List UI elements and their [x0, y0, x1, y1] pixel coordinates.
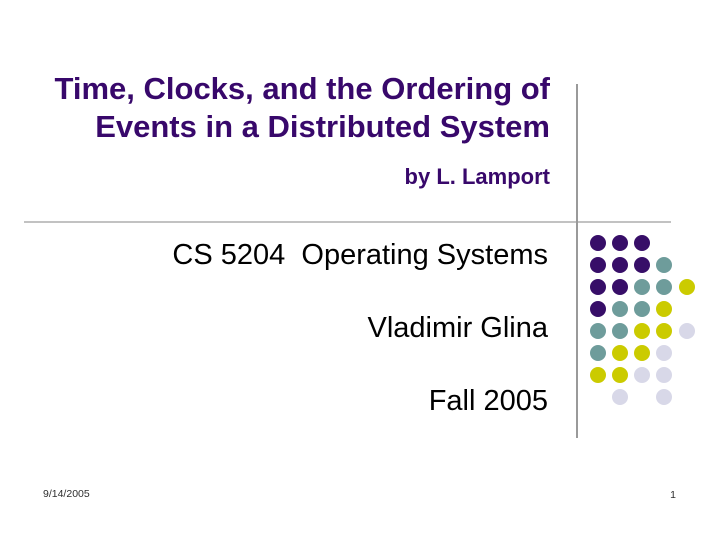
decorative-dot [612, 279, 628, 295]
decorative-dot [612, 367, 628, 383]
body-line-author: Vladimir Glina [367, 312, 549, 344]
decorative-dot [656, 389, 672, 405]
decorative-dot [656, 323, 672, 339]
decorative-dot [612, 345, 628, 361]
decorative-dot [612, 257, 628, 273]
decorative-dot [656, 345, 672, 361]
slide-number: 1 [670, 489, 676, 501]
decorative-dot [634, 301, 650, 317]
decorative-dot [590, 257, 606, 273]
decorative-dot [634, 235, 650, 251]
decorative-dot [590, 345, 606, 361]
decorative-dot [612, 301, 628, 317]
decorative-dot [679, 279, 695, 295]
decorative-dot [590, 301, 606, 317]
body-line-semester: Fall 2005 [428, 385, 548, 417]
decorative-dot [590, 235, 606, 251]
decorative-dot [634, 257, 650, 273]
decorative-dot [634, 279, 650, 295]
decorative-dot [634, 345, 650, 361]
decorative-dot [656, 301, 672, 317]
footer-date: 9/14/2005 [43, 488, 90, 500]
title-line-2: Events in a Distributed System [95, 109, 550, 144]
decorative-dot [612, 235, 628, 251]
slide-title: Time, Clocks, and the Ordering of Events… [20, 70, 550, 146]
body-line-course: CS 5204 Operating Systems [172, 239, 548, 271]
decorative-dot [679, 323, 695, 339]
decorative-dot [656, 279, 672, 295]
title-line-1: Time, Clocks, and the Ordering of [54, 71, 550, 106]
horizontal-divider [24, 221, 671, 223]
decorative-dot [634, 367, 650, 383]
decorative-dot [590, 367, 606, 383]
decorative-dot [656, 367, 672, 383]
decorative-dot [634, 323, 650, 339]
decorative-dot [590, 279, 606, 295]
decorative-dot [590, 323, 606, 339]
vertical-divider [576, 84, 578, 438]
decorative-dot [612, 389, 628, 405]
decorative-dot [612, 323, 628, 339]
title-byline: by L. Lamport [404, 164, 550, 189]
decorative-dot [656, 257, 672, 273]
